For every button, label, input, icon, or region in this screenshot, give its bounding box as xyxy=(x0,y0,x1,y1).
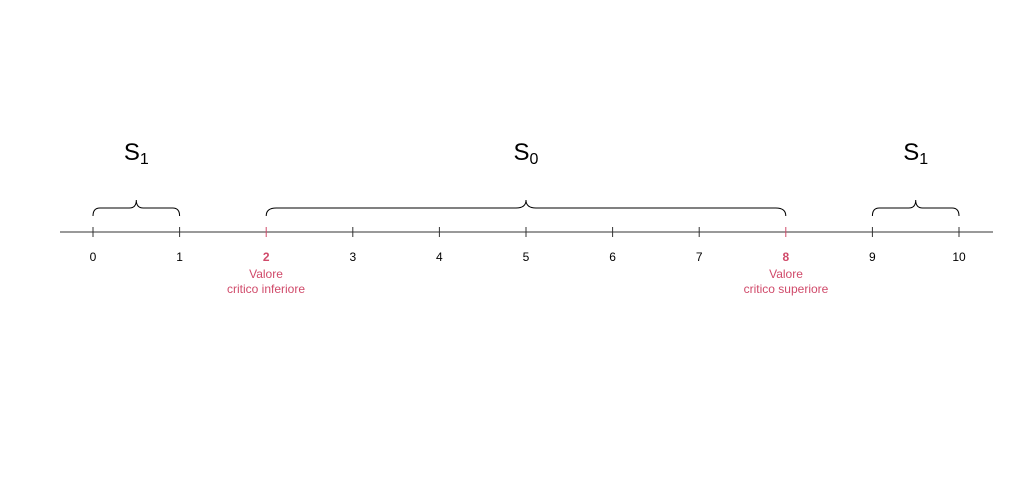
region-label-group: S1 S0 S1 xyxy=(124,139,928,168)
critical-upper-line2: critico superiore xyxy=(744,282,829,296)
tick-label: 3 xyxy=(349,250,356,264)
tick-label: 9 xyxy=(869,250,876,264)
critical-lower-line2: critico inferiore xyxy=(227,282,305,296)
tick-label: 8 xyxy=(782,250,789,264)
critical-lower-line1: Valore xyxy=(249,267,283,281)
region-label-center: S0 xyxy=(514,139,539,168)
tick-label: 7 xyxy=(696,250,703,264)
critical-upper-line1: Valore xyxy=(769,267,803,281)
brace-group xyxy=(92,199,960,217)
tick-label: 1 xyxy=(176,250,183,264)
region-brace-right xyxy=(871,199,960,217)
tick-label: 5 xyxy=(523,250,530,264)
region-brace-left xyxy=(92,199,181,217)
tick-group: 0 1 2 3 4 5 6 7 8 9 10 xyxy=(90,227,966,264)
tick-label: 2 xyxy=(263,250,270,264)
region-label-left: S1 xyxy=(124,139,149,168)
tick-label: 10 xyxy=(952,250,966,264)
tick-label: 4 xyxy=(436,250,443,264)
tick-label: 6 xyxy=(609,250,616,264)
tick-label: 0 xyxy=(90,250,97,264)
region-brace-center xyxy=(265,199,787,217)
region-label-right: S1 xyxy=(903,139,928,168)
